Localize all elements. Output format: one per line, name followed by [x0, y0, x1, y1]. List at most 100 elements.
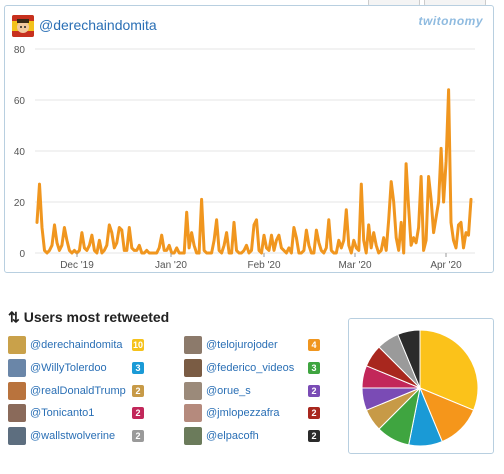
- retweets-pie-chart: [361, 329, 479, 447]
- avatar[interactable]: [12, 15, 34, 37]
- user-row[interactable]: @elpacofh 2: [184, 427, 320, 446]
- data-point: [61, 244, 63, 247]
- data-point: [183, 252, 185, 254]
- user-row[interactable]: @orue_s 2: [184, 381, 320, 400]
- data-point: [338, 239, 340, 242]
- data-point: [425, 239, 427, 242]
- data-point: [225, 231, 228, 234]
- data-point: [158, 247, 161, 249]
- user-avatar[interactable]: [184, 381, 202, 400]
- data-point: [91, 234, 93, 236]
- data-point: [108, 224, 111, 226]
- data-point: [283, 249, 285, 252]
- x-tick-label: Feb '20: [247, 260, 280, 271]
- user-handle-link[interactable]: @elpacofh: [206, 430, 259, 443]
- user-avatar[interactable]: [184, 427, 202, 446]
- data-point: [223, 244, 225, 247]
- user-row[interactable]: @derechaindomita 10: [8, 336, 144, 354]
- data-point: [397, 249, 400, 252]
- user-row[interactable]: @jmlopezzafra 2: [184, 404, 320, 423]
- profile-handle-link[interactable]: @derechaindomita: [39, 17, 157, 33]
- data-point: [203, 249, 205, 252]
- data-point: [190, 231, 193, 234]
- user-handle-link[interactable]: @Tonicanto1: [30, 407, 95, 420]
- user-row[interactable]: @telojurojoder 4: [184, 336, 320, 354]
- user-handle-link[interactable]: @WillyTolerdoo: [30, 361, 107, 374]
- user-avatar[interactable]: [184, 404, 202, 423]
- user-row[interactable]: @wallstwolverine 2: [8, 427, 144, 446]
- data-point: [213, 239, 215, 242]
- data-point: [180, 252, 183, 254]
- x-tick-label: Mar '20: [338, 260, 371, 271]
- data-point: [308, 244, 310, 247]
- data-point: [140, 252, 143, 254]
- data-point: [48, 249, 51, 252]
- data-point: [450, 221, 452, 224]
- user-handle-link[interactable]: @derechaindomita: [30, 339, 123, 351]
- data-point: [470, 198, 472, 201]
- data-point: [455, 247, 457, 249]
- user-handle-link[interactable]: @telojurojoder: [206, 339, 278, 351]
- data-point: [410, 244, 412, 247]
- data-point: [437, 201, 440, 203]
- data-point: [445, 160, 447, 162]
- data-point: [280, 247, 283, 249]
- data-point: [63, 226, 66, 229]
- user-avatar[interactable]: [8, 427, 26, 446]
- data-point: [350, 252, 353, 254]
- data-point: [285, 252, 288, 254]
- data-point: [318, 242, 320, 244]
- data-point: [123, 249, 126, 252]
- data-point: [178, 252, 180, 254]
- pie-slice[interactable]: [397, 329, 421, 389]
- data-point: [125, 249, 128, 252]
- data-point: [36, 221, 38, 224]
- user-avatar[interactable]: [8, 381, 26, 400]
- user-row[interactable]: @federico_videos 3: [184, 358, 320, 377]
- user-row[interactable]: @Tonicanto1 2: [8, 404, 144, 423]
- data-point: [233, 221, 235, 224]
- data-point: [135, 249, 138, 252]
- data-point: [250, 249, 253, 252]
- data-point: [372, 231, 375, 234]
- data-point: [243, 249, 245, 252]
- user-avatar[interactable]: [8, 336, 26, 354]
- data-point: [153, 252, 156, 254]
- data-point: [195, 252, 198, 254]
- data-point: [56, 242, 58, 244]
- avatar-image: [12, 15, 34, 37]
- data-point: [101, 252, 103, 254]
- user-handle-link[interactable]: @jmlopezzafra: [206, 407, 280, 420]
- data-point: [83, 247, 86, 249]
- data-point: [220, 252, 223, 254]
- data-point: [73, 249, 76, 252]
- data-point: [365, 252, 368, 254]
- retweet-count-badge: 10: [132, 339, 144, 351]
- pie-slice[interactable]: [419, 329, 479, 411]
- data-point: [133, 249, 136, 252]
- data-point: [355, 247, 358, 249]
- user-avatar[interactable]: [184, 336, 202, 354]
- user-avatar[interactable]: [8, 358, 26, 377]
- user-row[interactable]: @WillyTolerdoo 3: [8, 358, 144, 377]
- data-point: [300, 252, 303, 254]
- x-tick-label: Jan '20: [155, 260, 187, 271]
- data-point: [380, 249, 383, 252]
- retweet-count-badge: 4: [308, 339, 320, 351]
- user-handle-link[interactable]: @realDonaldTrump: [30, 384, 126, 397]
- data-point: [330, 249, 333, 252]
- user-avatar[interactable]: [8, 404, 26, 423]
- user-handle-link[interactable]: @orue_s: [206, 384, 251, 397]
- data-point: [430, 198, 432, 201]
- data-point: [188, 247, 190, 249]
- user-handle-link[interactable]: @federico_videos: [206, 361, 295, 374]
- user-handle-link[interactable]: @wallstwolverine: [30, 430, 116, 443]
- data-point: [150, 252, 153, 254]
- tweets-chart-panel: @derechaindomita twitonomy 0 20 40 60 80 Dec …: [4, 5, 494, 273]
- data-point: [96, 252, 98, 254]
- user-row[interactable]: @realDonaldTrump 2: [8, 381, 144, 400]
- data-point: [53, 224, 56, 226]
- data-point: [86, 249, 88, 252]
- user-avatar[interactable]: [184, 358, 202, 377]
- data-point: [357, 249, 360, 252]
